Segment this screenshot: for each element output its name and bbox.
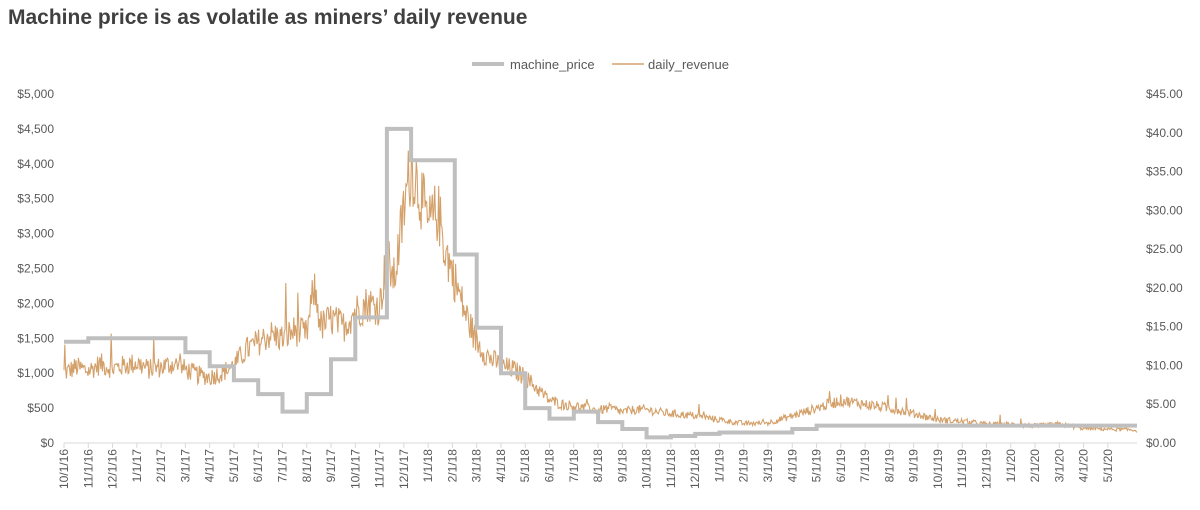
legend-label-machine-price: machine_price bbox=[510, 57, 595, 72]
y-right-tick-label: $0.00 bbox=[1146, 436, 1176, 450]
y-right-tick-label: $40.00 bbox=[1146, 126, 1183, 140]
axes: $0 $500 $1,000 $1,500 $2,000 $2,500 $3,000 $3,5… bbox=[17, 87, 1183, 489]
x-tick-label: 5/1/19 bbox=[810, 449, 824, 483]
x-tick-label: 11/1/19 bbox=[955, 449, 969, 488]
y-right-tick-label: $10.00 bbox=[1146, 358, 1183, 372]
x-tick-label: 5/1/18 bbox=[518, 449, 532, 483]
y-left-tick-label: $500 bbox=[27, 401, 54, 415]
y-left-tick-label: $0 bbox=[41, 436, 55, 450]
x-tick-label: 10/1/16 bbox=[57, 449, 71, 489]
y-left-tick-label: $4,000 bbox=[17, 157, 54, 171]
y-left-tick-label: $5,000 bbox=[17, 87, 54, 101]
x-tick-label: 10/1/17 bbox=[348, 449, 362, 489]
series-machine-price-line bbox=[64, 126, 1137, 440]
plot-area bbox=[63, 126, 1138, 440]
y-right-tick-label: $25.00 bbox=[1146, 242, 1183, 256]
x-tick-label: 6/1/18 bbox=[543, 449, 557, 483]
x-tick-label: 3/1/18 bbox=[470, 449, 484, 483]
x-tick-label: 9/1/19 bbox=[907, 449, 921, 483]
x-tick-label: 8/1/18 bbox=[591, 449, 605, 483]
x-tick-label: 5/1/17 bbox=[227, 449, 241, 483]
x-tick-label: 6/1/19 bbox=[834, 449, 848, 483]
x-tick-label: 9/1/18 bbox=[615, 449, 629, 483]
x-tick-label: 1/1/19 bbox=[712, 449, 726, 483]
y-left-tick-label: $3,500 bbox=[17, 192, 54, 206]
legend: machine_price daily_revenue bbox=[472, 57, 729, 72]
x-tick-label: 7/1/18 bbox=[567, 449, 581, 483]
x-tick-label: 8/1/19 bbox=[882, 449, 896, 483]
y-right-tick-label: $20.00 bbox=[1146, 281, 1183, 295]
y-right-tick-label: $15.00 bbox=[1146, 320, 1183, 334]
x-tick-label: 9/1/17 bbox=[324, 449, 338, 483]
y-left-tick-label: $3,000 bbox=[17, 227, 54, 241]
y-right-tick-label: $5.00 bbox=[1146, 397, 1176, 411]
x-tick-label: 5/1/20 bbox=[1101, 449, 1115, 483]
x-tick-label: 12/1/16 bbox=[106, 449, 120, 489]
x-tick-label: 2/1/20 bbox=[1028, 449, 1042, 483]
x-tick-label: 4/1/20 bbox=[1077, 449, 1091, 483]
x-tick-label: 10/1/18 bbox=[640, 449, 654, 489]
x-tick-label: 1/1/18 bbox=[421, 449, 435, 483]
y-right-tick-label: $45.00 bbox=[1146, 87, 1183, 101]
y-left-tick-label: $4,500 bbox=[17, 122, 54, 136]
x-tick-label: 4/1/19 bbox=[785, 449, 799, 483]
x-tick-label: 7/1/17 bbox=[275, 449, 289, 483]
series-daily-revenue-line bbox=[63, 150, 1138, 433]
x-tick-label: 1/1/20 bbox=[1004, 449, 1018, 483]
x-tick-label: 6/1/17 bbox=[251, 449, 265, 483]
x-tick-label: 3/1/19 bbox=[761, 449, 775, 483]
x-tick-label: 2/1/18 bbox=[445, 449, 459, 483]
x-tick-label: 4/1/18 bbox=[494, 449, 508, 483]
y-right-tick-label: $30.00 bbox=[1146, 203, 1183, 217]
x-tick-label: 1/1/17 bbox=[130, 449, 144, 483]
y-left-tick-label: $1,500 bbox=[17, 331, 54, 345]
x-tick-label: 12/1/19 bbox=[979, 449, 993, 489]
y-left-tick-label: $2,500 bbox=[17, 262, 54, 276]
x-tick-label: 10/1/19 bbox=[931, 449, 945, 489]
x-tick-label: 4/1/17 bbox=[203, 449, 217, 483]
y-right-tick-label: $35.00 bbox=[1146, 165, 1183, 179]
x-tick-label: 2/1/19 bbox=[737, 449, 751, 483]
y-left-tick-label: $2,000 bbox=[17, 296, 54, 310]
x-tick-label: 12/1/17 bbox=[397, 449, 411, 489]
x-tick-label: 11/1/16 bbox=[81, 449, 95, 488]
x-tick-label: 3/1/17 bbox=[178, 449, 192, 483]
x-tick-label: 2/1/17 bbox=[154, 449, 168, 483]
chart-title: Machine price is as volatile as miners’ … bbox=[8, 6, 528, 29]
y-left-tick-label: $1,000 bbox=[17, 366, 54, 380]
x-tick-label: 11/1/17 bbox=[373, 449, 387, 488]
x-tick-label: 3/1/20 bbox=[1052, 449, 1066, 483]
legend-label-daily-revenue: daily_revenue bbox=[648, 57, 729, 72]
x-tick-label: 11/1/18 bbox=[664, 449, 678, 488]
x-tick-label: 7/1/19 bbox=[858, 449, 872, 483]
x-tick-label: 8/1/17 bbox=[300, 449, 314, 483]
x-tick-label: 12/1/18 bbox=[688, 449, 702, 489]
